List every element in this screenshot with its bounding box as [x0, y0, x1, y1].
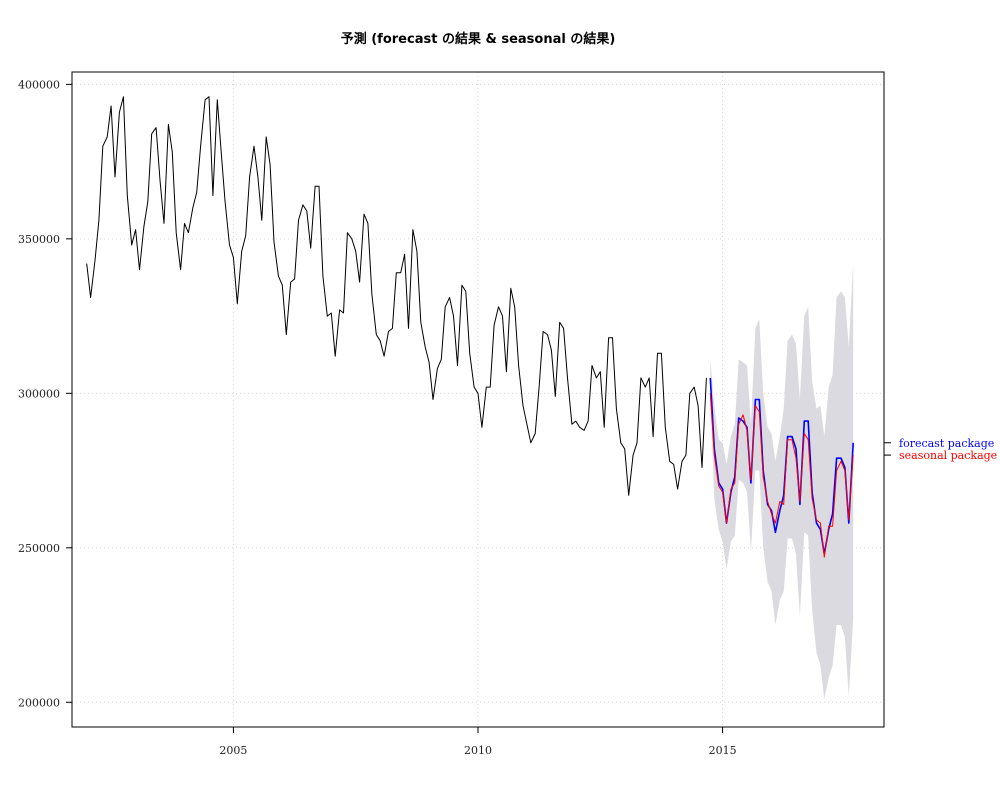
y-tick-label: 400000 [18, 78, 60, 91]
x-tick-label: 2010 [464, 744, 492, 757]
chart-title: 予測 (forecast の結果 & seasonal の結果) [341, 31, 616, 47]
series-line-seasonal [709, 393, 854, 558]
series-lines [86, 96, 854, 558]
prediction-interval-band [710, 263, 854, 700]
x-tick-label: 2015 [709, 744, 737, 757]
y-tick-label: 200000 [18, 696, 60, 709]
legend-label-forecast: forecast package [899, 437, 994, 450]
interval-band [710, 263, 854, 700]
x-tick-label: 2005 [219, 744, 247, 757]
y-tick-label: 350000 [18, 233, 60, 246]
legend-label-seasonal: seasonal package [899, 449, 997, 462]
series-line-observed [86, 96, 707, 496]
y-tick-label: 300000 [18, 387, 60, 400]
axes: 200000 250000 300000 350000 400000 2005 2010 20… [18, 78, 737, 757]
y-tick-label: 250000 [18, 542, 60, 555]
